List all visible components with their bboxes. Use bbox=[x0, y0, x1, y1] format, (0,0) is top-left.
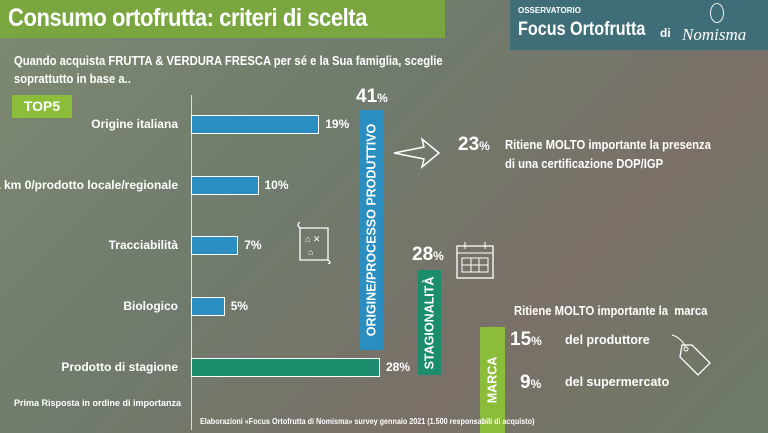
bar-value-label: 28% bbox=[386, 360, 411, 374]
bar bbox=[191, 115, 320, 134]
bar bbox=[191, 236, 239, 255]
survey-question: Quando acquista FRUTTA & VERDURA FRESCA … bbox=[14, 54, 443, 86]
title-band bbox=[0, 0, 445, 38]
top5-badge: TOP5 bbox=[12, 95, 72, 118]
bar bbox=[191, 176, 259, 195]
brand-supermarket-label: del supermercato bbox=[565, 375, 670, 389]
bar-value-label: 7% bbox=[244, 238, 262, 252]
arrow-right-icon bbox=[393, 136, 441, 170]
origine-total: 41% bbox=[356, 86, 388, 107]
bar bbox=[191, 297, 225, 316]
dop-value: 23% bbox=[458, 134, 490, 155]
bar-value-label: 19% bbox=[325, 117, 350, 131]
brand-heading: Ritiene MOLTO importante la marca bbox=[514, 304, 708, 318]
brand-supermarket-value: 9% bbox=[520, 372, 542, 393]
svg-text:⌂: ⌂ bbox=[308, 247, 313, 257]
chart-axis bbox=[191, 95, 192, 430]
page-title: Consumo ortofrutta: criteri di scelta bbox=[8, 4, 367, 32]
calendar-icon bbox=[456, 242, 494, 279]
svg-text:⌂ ✕: ⌂ ✕ bbox=[305, 234, 320, 244]
category-label: Tracciabilità bbox=[108, 238, 178, 252]
nomisma-logo: Nomisma bbox=[682, 25, 747, 44]
logo-box: OSSERVATORIO Focus Ortofrutta di Nomisma bbox=[510, 0, 768, 50]
brand-producer-label: del produttore bbox=[565, 333, 650, 347]
logo-di: di bbox=[660, 26, 671, 40]
logo-name: Focus Ortofrutta bbox=[518, 19, 646, 40]
nomisma-emblem-icon bbox=[710, 3, 724, 23]
map-traceability-icon: ⌂ ✕ ⌂ bbox=[297, 222, 331, 264]
bar bbox=[191, 358, 380, 377]
dop-text: Ritiene MOLTO importante la presenza di … bbox=[505, 138, 711, 171]
origine-group-label: ORIGINE/PROCESSO PRODUTTIVO bbox=[360, 110, 383, 350]
brand-producer-value: 15% bbox=[510, 329, 542, 350]
category-label: Origine italiana bbox=[91, 117, 178, 131]
bar-value-label: 10% bbox=[264, 178, 289, 192]
logo-observatory: OSSERVATORIO bbox=[518, 6, 581, 15]
source-note: Elaborazioni «Focus Ortofrutta di Nomism… bbox=[200, 417, 535, 426]
category-label: Biologico bbox=[123, 299, 178, 313]
stagionalita-group-label: STAGIONALITÀ bbox=[418, 270, 441, 375]
footnote: Prima Risposta in ordine di importanza bbox=[14, 398, 182, 408]
marca-group-label: MARCA bbox=[480, 327, 505, 433]
category-label: A km 0/prodotto locale/regionale bbox=[0, 178, 178, 192]
price-tag-icon bbox=[671, 334, 711, 376]
category-label: Prodotto di stagione bbox=[61, 360, 178, 374]
bar-value-label: 5% bbox=[230, 299, 249, 313]
stagionalita-total: 28% bbox=[412, 244, 444, 265]
